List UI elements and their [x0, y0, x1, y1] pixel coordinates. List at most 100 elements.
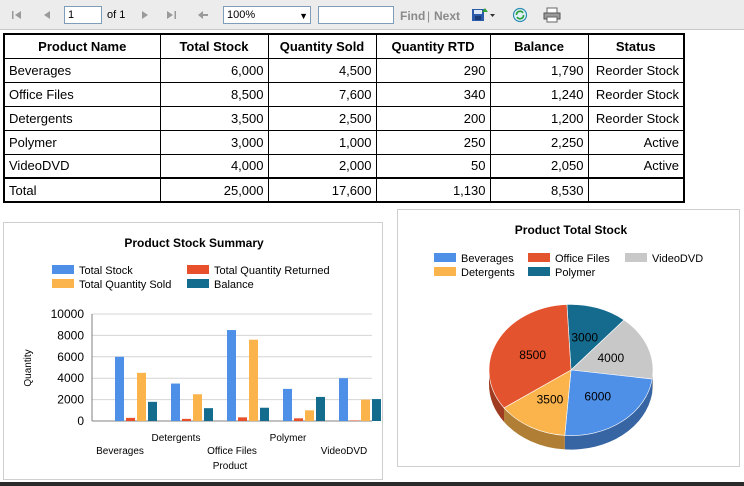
cell-total-stock: 4,000	[159, 153, 269, 179]
cell-balance: 8,530	[489, 177, 589, 203]
cell-balance: 2,250	[489, 129, 589, 155]
bar	[372, 399, 381, 421]
bar	[182, 418, 191, 421]
legend-label: VideoDVD	[652, 253, 703, 265]
pie-slice-label: 8500	[519, 348, 546, 362]
legend-label: Balance	[214, 279, 254, 291]
bar	[260, 407, 269, 421]
bar	[361, 399, 370, 421]
cell-quantity-sold: 7,600	[267, 81, 377, 107]
zoom-select[interactable]: 100% ▼	[223, 6, 311, 24]
cell-status: Reorder Stock	[587, 81, 685, 107]
legend-label: Total Quantity Sold	[79, 279, 171, 291]
pie-slice-label: 4000	[597, 351, 624, 365]
legend-swatch	[434, 253, 456, 262]
cell-product-name: Total	[3, 177, 161, 203]
refresh-icon[interactable]	[512, 6, 528, 24]
header-status: Status	[587, 33, 685, 59]
x-tick-label: Polymer	[270, 433, 307, 444]
cell-status: Active	[587, 129, 685, 155]
legend-label: Office Files	[555, 253, 610, 265]
print-icon[interactable]	[543, 6, 561, 24]
cell-total-stock: 6,000	[159, 57, 269, 83]
y-tick-label: 0	[77, 414, 84, 428]
previous-page-icon[interactable]	[40, 6, 54, 24]
table-row: Detergents 3,500 2,500 200 1,200 Reorder Stoc…	[3, 105, 685, 131]
header-product-name: Product Name	[3, 33, 161, 59]
legend-swatch	[187, 279, 209, 288]
y-axis-label: Quantity	[23, 349, 34, 386]
header-quantity-rtd: Quantity RTD	[375, 33, 491, 59]
pie-slice-label: 3500	[537, 393, 564, 407]
find-next-link[interactable]: Next	[434, 9, 461, 23]
cell-total-stock: 3,500	[159, 105, 269, 131]
legend-label: Total Stock	[79, 265, 133, 277]
cell-balance: 1,240	[489, 81, 589, 107]
report-toolbar: of 1 100% ▼ Find | Next	[0, 0, 744, 30]
bar	[249, 339, 258, 421]
page-number-input[interactable]	[64, 6, 102, 24]
bar	[238, 417, 247, 421]
pie-slice	[570, 319, 654, 380]
last-page-icon[interactable]	[164, 6, 178, 24]
find-separator: |	[427, 9, 431, 23]
cell-product-name: Office Files	[3, 81, 161, 107]
table-row: VideoDVD 4,000 2,000 50 2,050 Active	[3, 153, 685, 179]
cell-quantity-sold: 2,500	[267, 105, 377, 131]
cell-quantity-rtd: 1,130	[375, 177, 491, 203]
chevron-down-icon: ▼	[299, 11, 308, 21]
bar	[316, 396, 325, 421]
cell-balance: 1,200	[489, 105, 589, 131]
x-tick-label: VideoDVD	[321, 446, 368, 457]
y-tick-label: 6000	[57, 350, 84, 364]
cell-product-name: Polymer	[3, 129, 161, 155]
cell-quantity-sold: 2,000	[267, 153, 377, 179]
cell-total-stock: 8,500	[159, 81, 269, 107]
table-header-row: Product Name Total Stock Quantity Sold Q…	[3, 33, 685, 59]
legend-swatch	[187, 265, 209, 274]
page-count-label: of 1	[107, 9, 126, 21]
cell-quantity-rtd: 200	[375, 105, 491, 131]
pie-slice	[564, 369, 653, 436]
export-icon[interactable]	[470, 6, 496, 24]
find-input[interactable]	[318, 6, 394, 24]
table-row: Office Files 8,500 7,600 340 1,240 Reorder St…	[3, 81, 685, 107]
header-balance: Balance	[489, 33, 589, 59]
cell-balance: 1,790	[489, 57, 589, 83]
cell-total-stock: 25,000	[159, 177, 269, 203]
pie-slice	[566, 304, 625, 371]
cell-product-name: Beverages	[3, 57, 161, 83]
product-stock-table: Product Name Total Stock Quantity Sold Q…	[3, 33, 685, 203]
legend-swatch	[52, 279, 74, 288]
bar-chart-title: Product Stock Summary	[124, 236, 264, 250]
bar	[204, 408, 213, 421]
bar	[171, 383, 180, 421]
legend-label: Total Quantity Returned	[214, 265, 330, 277]
next-page-icon[interactable]	[138, 6, 152, 24]
bar-chart-panel: Product Stock Summary Total Stock Total Qu…	[3, 222, 383, 480]
bar	[137, 372, 146, 421]
cell-status: Reorder Stock	[587, 57, 685, 83]
pie-slice-label: 6000	[584, 390, 611, 404]
back-icon[interactable]	[196, 6, 210, 24]
cell-quantity-sold: 4,500	[267, 57, 377, 83]
table-row: Polymer 3,000 1,000 250 2,250 Active	[3, 129, 685, 155]
bar	[126, 417, 135, 421]
cell-balance: 2,050	[489, 153, 589, 179]
bar	[115, 356, 124, 421]
zoom-value: 100%	[227, 9, 256, 21]
bar	[283, 388, 292, 421]
x-tick-label: Office Files	[207, 446, 257, 457]
first-page-icon[interactable]	[10, 6, 24, 24]
y-tick-label: 10000	[51, 307, 85, 321]
bar	[305, 410, 314, 421]
bar-chart: Product Stock Summary Total Stock Total Qu…	[23, 236, 381, 472]
legend-swatch	[528, 267, 550, 276]
bar	[227, 330, 236, 421]
bar	[339, 378, 348, 421]
find-link[interactable]: Find	[400, 9, 426, 23]
cell-status: Reorder Stock	[587, 105, 685, 131]
pie-chart-panel: Product Total Stock Beverages Office Files…	[397, 209, 740, 467]
cell-product-name: VideoDVD	[3, 153, 161, 179]
x-axis-label: Product	[213, 461, 248, 472]
